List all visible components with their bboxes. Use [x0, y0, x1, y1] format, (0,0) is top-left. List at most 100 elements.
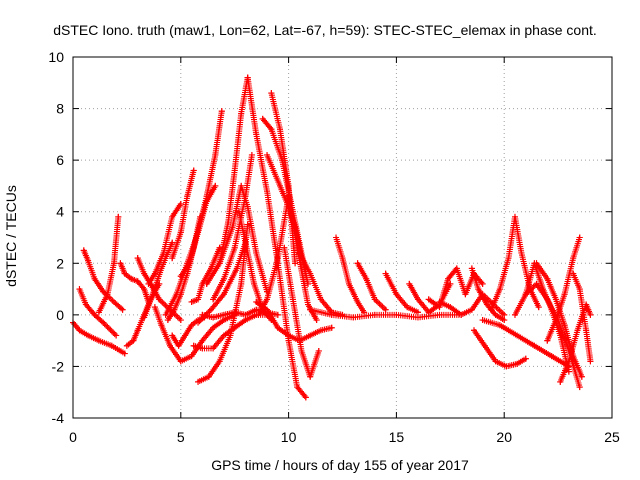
data-point: [113, 332, 120, 339]
data-point: [117, 260, 124, 267]
data-point: [85, 257, 92, 264]
data-point: [225, 219, 232, 226]
data-point: [216, 244, 223, 251]
data-point: [199, 311, 206, 318]
data-point: [479, 280, 486, 287]
data-point: [220, 317, 227, 324]
y-tick-label: 4: [56, 204, 64, 220]
series-15: [177, 108, 225, 280]
data-point: [496, 322, 503, 329]
series-10: [151, 304, 238, 365]
data-point: [544, 296, 551, 303]
data-point: [503, 363, 510, 370]
data-point: [328, 324, 335, 331]
data-point: [561, 291, 568, 298]
y-tick-label: 10: [48, 49, 64, 65]
data-point: [186, 260, 193, 267]
data-point: [85, 332, 92, 339]
data-point: [518, 249, 525, 256]
data-point: [587, 311, 594, 318]
data-point: [354, 298, 361, 305]
data-point: [242, 317, 249, 324]
data-point: [317, 296, 324, 303]
data-point: [141, 314, 148, 321]
plot-frame: [72, 56, 613, 419]
data-point: [414, 314, 421, 321]
data-point: [317, 327, 324, 334]
data-point: [307, 332, 314, 339]
data-point: [488, 306, 495, 313]
data-point: [207, 265, 214, 272]
data-point: [199, 345, 206, 352]
data-point: [212, 182, 219, 189]
data-point: [382, 270, 389, 277]
y-tick-label: -2: [52, 358, 65, 374]
data-point: [242, 239, 249, 246]
data-point: [363, 275, 370, 282]
series-43: [479, 317, 572, 370]
data-point: [121, 350, 128, 357]
series-23: [216, 74, 251, 267]
data-point: [313, 317, 320, 324]
data-point: [169, 332, 176, 339]
data-point: [514, 332, 521, 339]
x-tick-label: 15: [389, 429, 405, 445]
data-point: [238, 110, 245, 117]
data-point: [281, 244, 288, 251]
data-point: [160, 249, 167, 256]
data-point: [248, 151, 255, 158]
data-point: [134, 327, 141, 334]
data-point: [151, 304, 158, 311]
data-point: [548, 353, 555, 360]
data-point: [268, 90, 275, 97]
data-point: [285, 332, 292, 339]
data-point: [255, 311, 262, 318]
data-point: [177, 317, 184, 324]
data-point: [100, 288, 107, 295]
series-1: [70, 319, 128, 357]
data-point: [104, 291, 111, 298]
data-point: [570, 353, 577, 360]
plus-markers: [95, 213, 122, 316]
data-point: [100, 319, 107, 326]
data-point: [533, 280, 540, 287]
x-tick-label: 0: [69, 429, 77, 445]
data-point: [128, 275, 135, 282]
data-point: [561, 322, 568, 329]
data-point: [253, 306, 260, 313]
data-point: [570, 255, 577, 262]
data-point: [445, 275, 452, 282]
data-point: [371, 311, 378, 318]
data-point: [91, 275, 98, 282]
data-point: [95, 309, 102, 316]
data-point: [462, 291, 469, 298]
data-point: [305, 280, 312, 287]
series-8: [141, 239, 176, 321]
data-point: [177, 273, 184, 280]
data-point: [328, 311, 335, 318]
data-point: [205, 373, 212, 380]
data-point: [574, 327, 581, 334]
series-4: [95, 213, 122, 316]
data-point: [95, 337, 102, 344]
data-point: [220, 311, 227, 318]
data-point: [393, 291, 400, 298]
plus-markers: [471, 327, 529, 370]
data-point: [195, 229, 202, 236]
data-point: [414, 309, 421, 316]
data-point: [195, 319, 202, 326]
data-point: [483, 301, 490, 308]
data-point: [238, 182, 245, 189]
data-point: [110, 260, 117, 267]
data-point: [207, 306, 214, 313]
data-point: [354, 260, 361, 267]
data-point: [307, 373, 314, 380]
data-point: [535, 304, 542, 311]
data-point: [468, 265, 475, 272]
data-point: [345, 280, 352, 287]
data-point: [229, 224, 236, 231]
data-point: [514, 360, 521, 367]
data-point: [184, 193, 191, 200]
data-point: [583, 327, 590, 334]
data-point: [522, 291, 529, 298]
